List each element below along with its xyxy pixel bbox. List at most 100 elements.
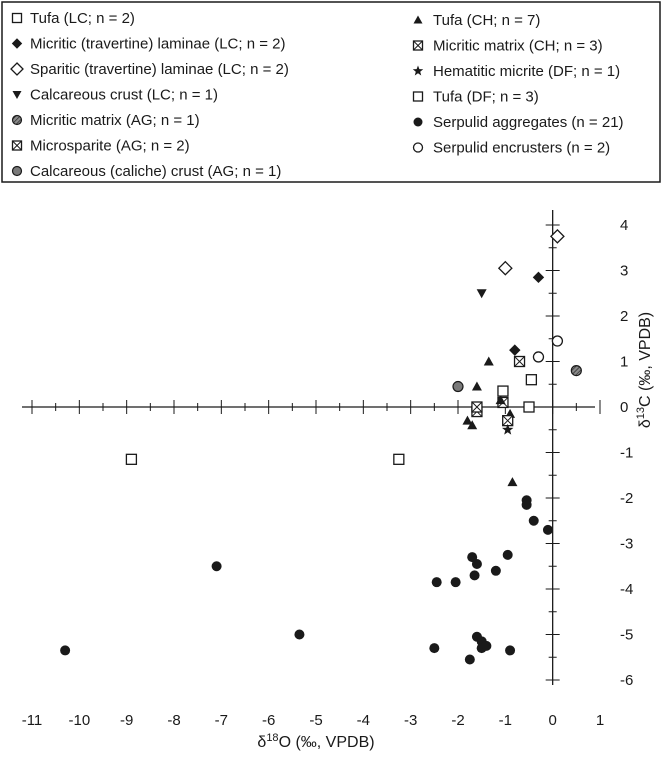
data-point [507, 477, 518, 487]
data-point [505, 645, 516, 656]
y-axis-title: δ13C (‰, VPDB) [635, 312, 654, 428]
legend-entry: Microsparite (AG; n = 2) [11, 138, 190, 155]
data-point [467, 420, 478, 430]
legend-label: Tufa (LC; n = 2) [30, 10, 135, 27]
data-point [393, 453, 405, 465]
legend-marker-icon [11, 165, 23, 177]
data-series [60, 495, 553, 665]
legend-label: Tufa (DF; n = 3) [433, 89, 539, 106]
legend-label: Serpulid encrusters (n = 2) [433, 140, 610, 157]
legend-entry: Hematitic micrite (DF; n = 1) [412, 63, 620, 80]
legend: Tufa (LC; n = 2) Micritic (travertine) la… [1, 1, 661, 183]
data-point [570, 365, 582, 377]
data-point [490, 565, 501, 576]
x-tick-label: -8 [167, 712, 180, 729]
legend-label: Serpulid aggregates (n = 21) [433, 114, 624, 131]
data-point [471, 401, 483, 413]
data-point [532, 271, 545, 284]
legend-marker-icon [412, 91, 424, 102]
data-point [471, 558, 482, 569]
y-tick-label: -6 [620, 672, 633, 689]
data-series [509, 271, 545, 356]
data-point [483, 356, 494, 366]
data-series [125, 453, 405, 465]
legend-entry: Micritic matrix (AG; n = 1) [11, 112, 200, 129]
legend-label: Tufa (CH; n = 7) [433, 12, 540, 29]
data-point [551, 335, 564, 347]
x-tick-label: -5 [309, 712, 322, 729]
data-point [452, 380, 464, 393]
legend-label: Micritic (travertine) laminae (LC; n = 2… [30, 36, 285, 53]
legend-box [1, 1, 661, 183]
data-point [294, 629, 305, 640]
data-series [476, 289, 487, 299]
data-series [532, 335, 564, 363]
data-point [501, 423, 514, 435]
legend-marker-icon [12, 91, 22, 99]
data-point [497, 385, 509, 397]
data-point [462, 415, 473, 425]
data-point [60, 645, 71, 656]
data-series [497, 374, 538, 413]
y-tick-label: -2 [620, 490, 633, 507]
data-point [528, 515, 539, 526]
legend-entry: Calcareous crust (LC; n = 1) [12, 87, 218, 104]
data-point [481, 640, 492, 651]
y-tick-label: -3 [620, 536, 633, 553]
legend-label: Hematitic micrite (DF; n = 1) [433, 63, 620, 80]
data-series [570, 365, 582, 377]
legend-entry: Tufa (LC; n = 2) [11, 10, 135, 27]
x-tick-label: -10 [68, 712, 90, 729]
data-point [471, 381, 482, 391]
x-tick-label: -4 [357, 712, 370, 729]
legend-entry: Serpulid aggregates (n = 21) [413, 114, 624, 131]
legend-entry: Sparitic (travertine) laminae (LC; n = 2… [10, 61, 289, 78]
data-point [542, 524, 553, 535]
data-point [431, 577, 442, 588]
y-tick-label: 3 [620, 263, 628, 280]
axis-labels: -11 -10 -9 -8 -7 -6 -5 -4 -3 -2 -1 0 143210-1-2-3-4-… [22, 217, 654, 751]
legend-marker-icon [413, 117, 423, 127]
legend-marker-icon [412, 40, 424, 51]
data-point [502, 549, 513, 560]
legend-entry: Calcareous (caliche) crust (AG; n = 1) [11, 163, 281, 180]
data-point [509, 344, 521, 356]
y-tick-label: 2 [620, 308, 628, 325]
legend-label: Calcareous (caliche) crust (AG; n = 1) [30, 163, 281, 180]
legend-entry: Tufa (CH; n = 7) [413, 12, 540, 29]
data-point [476, 289, 487, 299]
data-point [469, 570, 480, 581]
legend-entry: Micritic matrix (CH; n = 3) [412, 38, 603, 55]
data-point [495, 395, 506, 405]
data-point [525, 374, 538, 386]
x-tick-label: -1 [499, 712, 512, 729]
data-series [452, 380, 464, 393]
legend-marker-icon [413, 15, 423, 24]
axes [22, 210, 601, 685]
legend-label: Microsparite (AG; n = 2) [30, 138, 190, 155]
data-point [450, 577, 461, 588]
data-series [501, 423, 514, 435]
x-tick-label: 1 [596, 712, 604, 729]
legend-marker-icon [11, 140, 23, 151]
legend-label: Micritic matrix (AG; n = 1) [30, 112, 200, 129]
x-tick-label: -11 [22, 712, 43, 729]
data-point [464, 654, 475, 665]
data-series [497, 228, 565, 276]
y-tick-label: 4 [620, 217, 628, 234]
y-tick-label: -4 [620, 581, 633, 598]
data-point [125, 453, 138, 465]
data-point [513, 355, 526, 368]
legend-entry: Tufa (DF; n = 3) [412, 89, 539, 106]
y-tick-label: 1 [620, 354, 628, 371]
data-points [60, 228, 582, 665]
legend-label: Micritic matrix (CH; n = 3) [433, 38, 603, 55]
data-point [549, 228, 565, 244]
x-tick-label: -3 [404, 712, 417, 729]
legend-marker-icon [11, 12, 23, 24]
x-axis-title: δ18O (‰, VPDB) [257, 732, 374, 751]
legend-marker-icon [10, 62, 24, 76]
x-tick-label: -2 [451, 712, 464, 729]
